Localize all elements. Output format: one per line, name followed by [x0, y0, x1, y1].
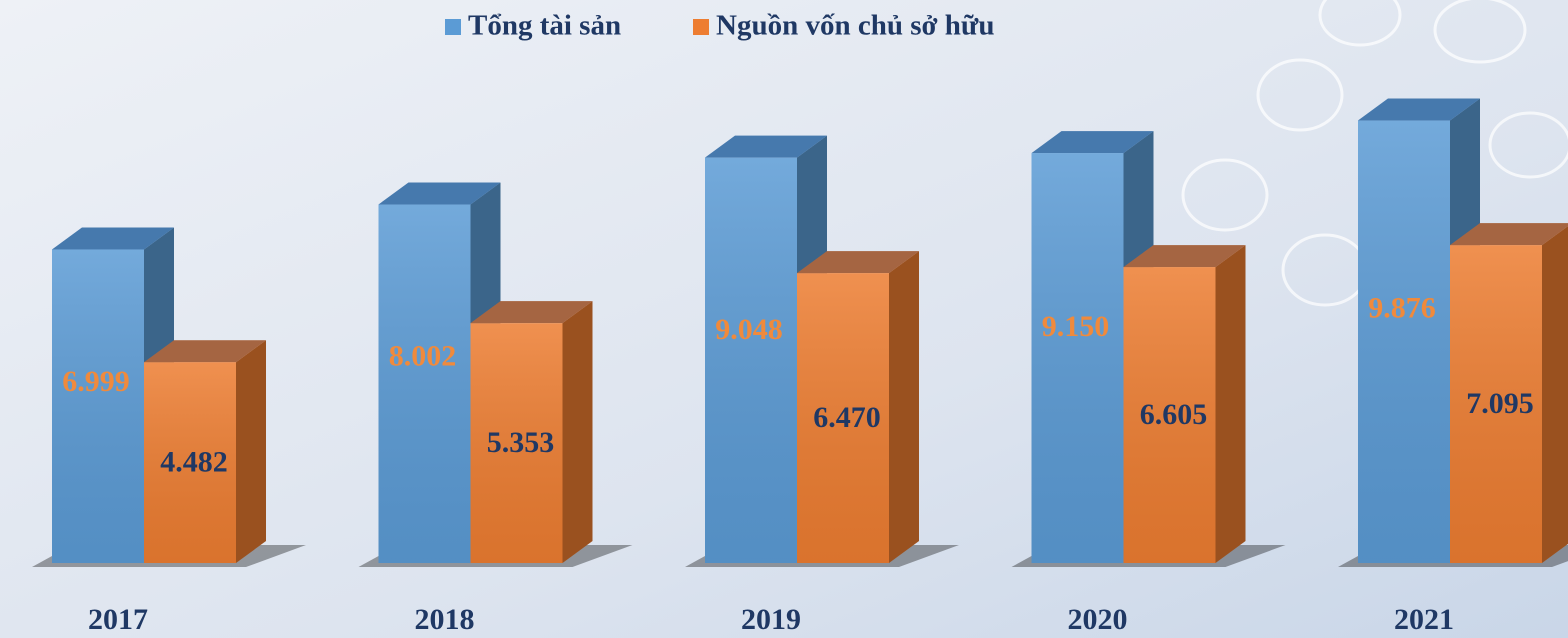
bar-top-shade	[470, 301, 593, 324]
x-tick-label: 2020	[1068, 603, 1128, 636]
bar-shine	[797, 273, 889, 563]
bar-side	[1215, 245, 1246, 563]
bar-top-shade	[378, 182, 501, 205]
bar-top	[52, 227, 174, 250]
bar-top	[1123, 245, 1246, 268]
value-label: 8.002	[389, 340, 457, 373]
bar-shine	[144, 362, 236, 563]
bar-side	[889, 251, 919, 564]
bar-shine	[1450, 245, 1542, 564]
legend-swatch	[445, 19, 461, 35]
bar-side	[236, 340, 266, 563]
bar-top	[1031, 131, 1154, 154]
legend-label: Nguồn vốn chủ sở hữu	[716, 10, 994, 42]
bar-top-shade	[705, 135, 827, 158]
bar-side-shade	[1215, 245, 1246, 563]
bar-shine	[1123, 267, 1216, 563]
bar-side	[562, 301, 593, 563]
value-label: 6.605	[1140, 398, 1208, 431]
bar-top	[797, 251, 919, 274]
bar-side	[1542, 226, 1568, 563]
bar-top	[144, 340, 266, 363]
bar-top-shade	[1031, 131, 1154, 154]
bar-top-shade	[1123, 245, 1246, 268]
value-label: 9.048	[715, 313, 783, 346]
value-label: 9.876	[1368, 292, 1436, 325]
bar-top	[378, 182, 501, 205]
value-label: 7.095	[1466, 387, 1534, 420]
x-tick-label: 2017	[88, 603, 148, 636]
bar-top	[705, 135, 827, 158]
bar-top-shade	[1358, 98, 1480, 121]
value-label: 6.470	[813, 401, 881, 434]
bar-side-shade	[562, 301, 593, 563]
legend-label: Tổng tài sản	[468, 10, 621, 42]
x-tick-label: 2019	[741, 603, 801, 636]
bar-shine	[1031, 153, 1124, 563]
bar-top	[1450, 223, 1568, 246]
bar-shine	[52, 249, 144, 563]
value-label: 6.999	[62, 365, 130, 398]
x-tick-label: 2018	[415, 603, 475, 636]
value-label: 4.482	[160, 445, 228, 478]
bar-top-shade	[1450, 223, 1568, 246]
value-label: 9.150	[1042, 310, 1110, 343]
bar-top-shade	[52, 227, 174, 250]
bar-shine	[470, 323, 563, 563]
bar-top	[470, 301, 593, 324]
bar-top	[1358, 98, 1480, 121]
bar-side-shade	[236, 340, 266, 563]
bar-shine	[705, 157, 797, 563]
bar-shine	[378, 204, 471, 563]
bar-shine	[1358, 120, 1450, 563]
bar-top-shade	[144, 340, 266, 363]
bar-side-shade	[889, 251, 919, 564]
value-label: 5.353	[487, 426, 555, 459]
x-tick-label: 2021	[1394, 603, 1454, 636]
bar-top-shade	[797, 251, 919, 274]
bar-side-shade	[1542, 226, 1568, 563]
legend-swatch	[693, 19, 709, 35]
